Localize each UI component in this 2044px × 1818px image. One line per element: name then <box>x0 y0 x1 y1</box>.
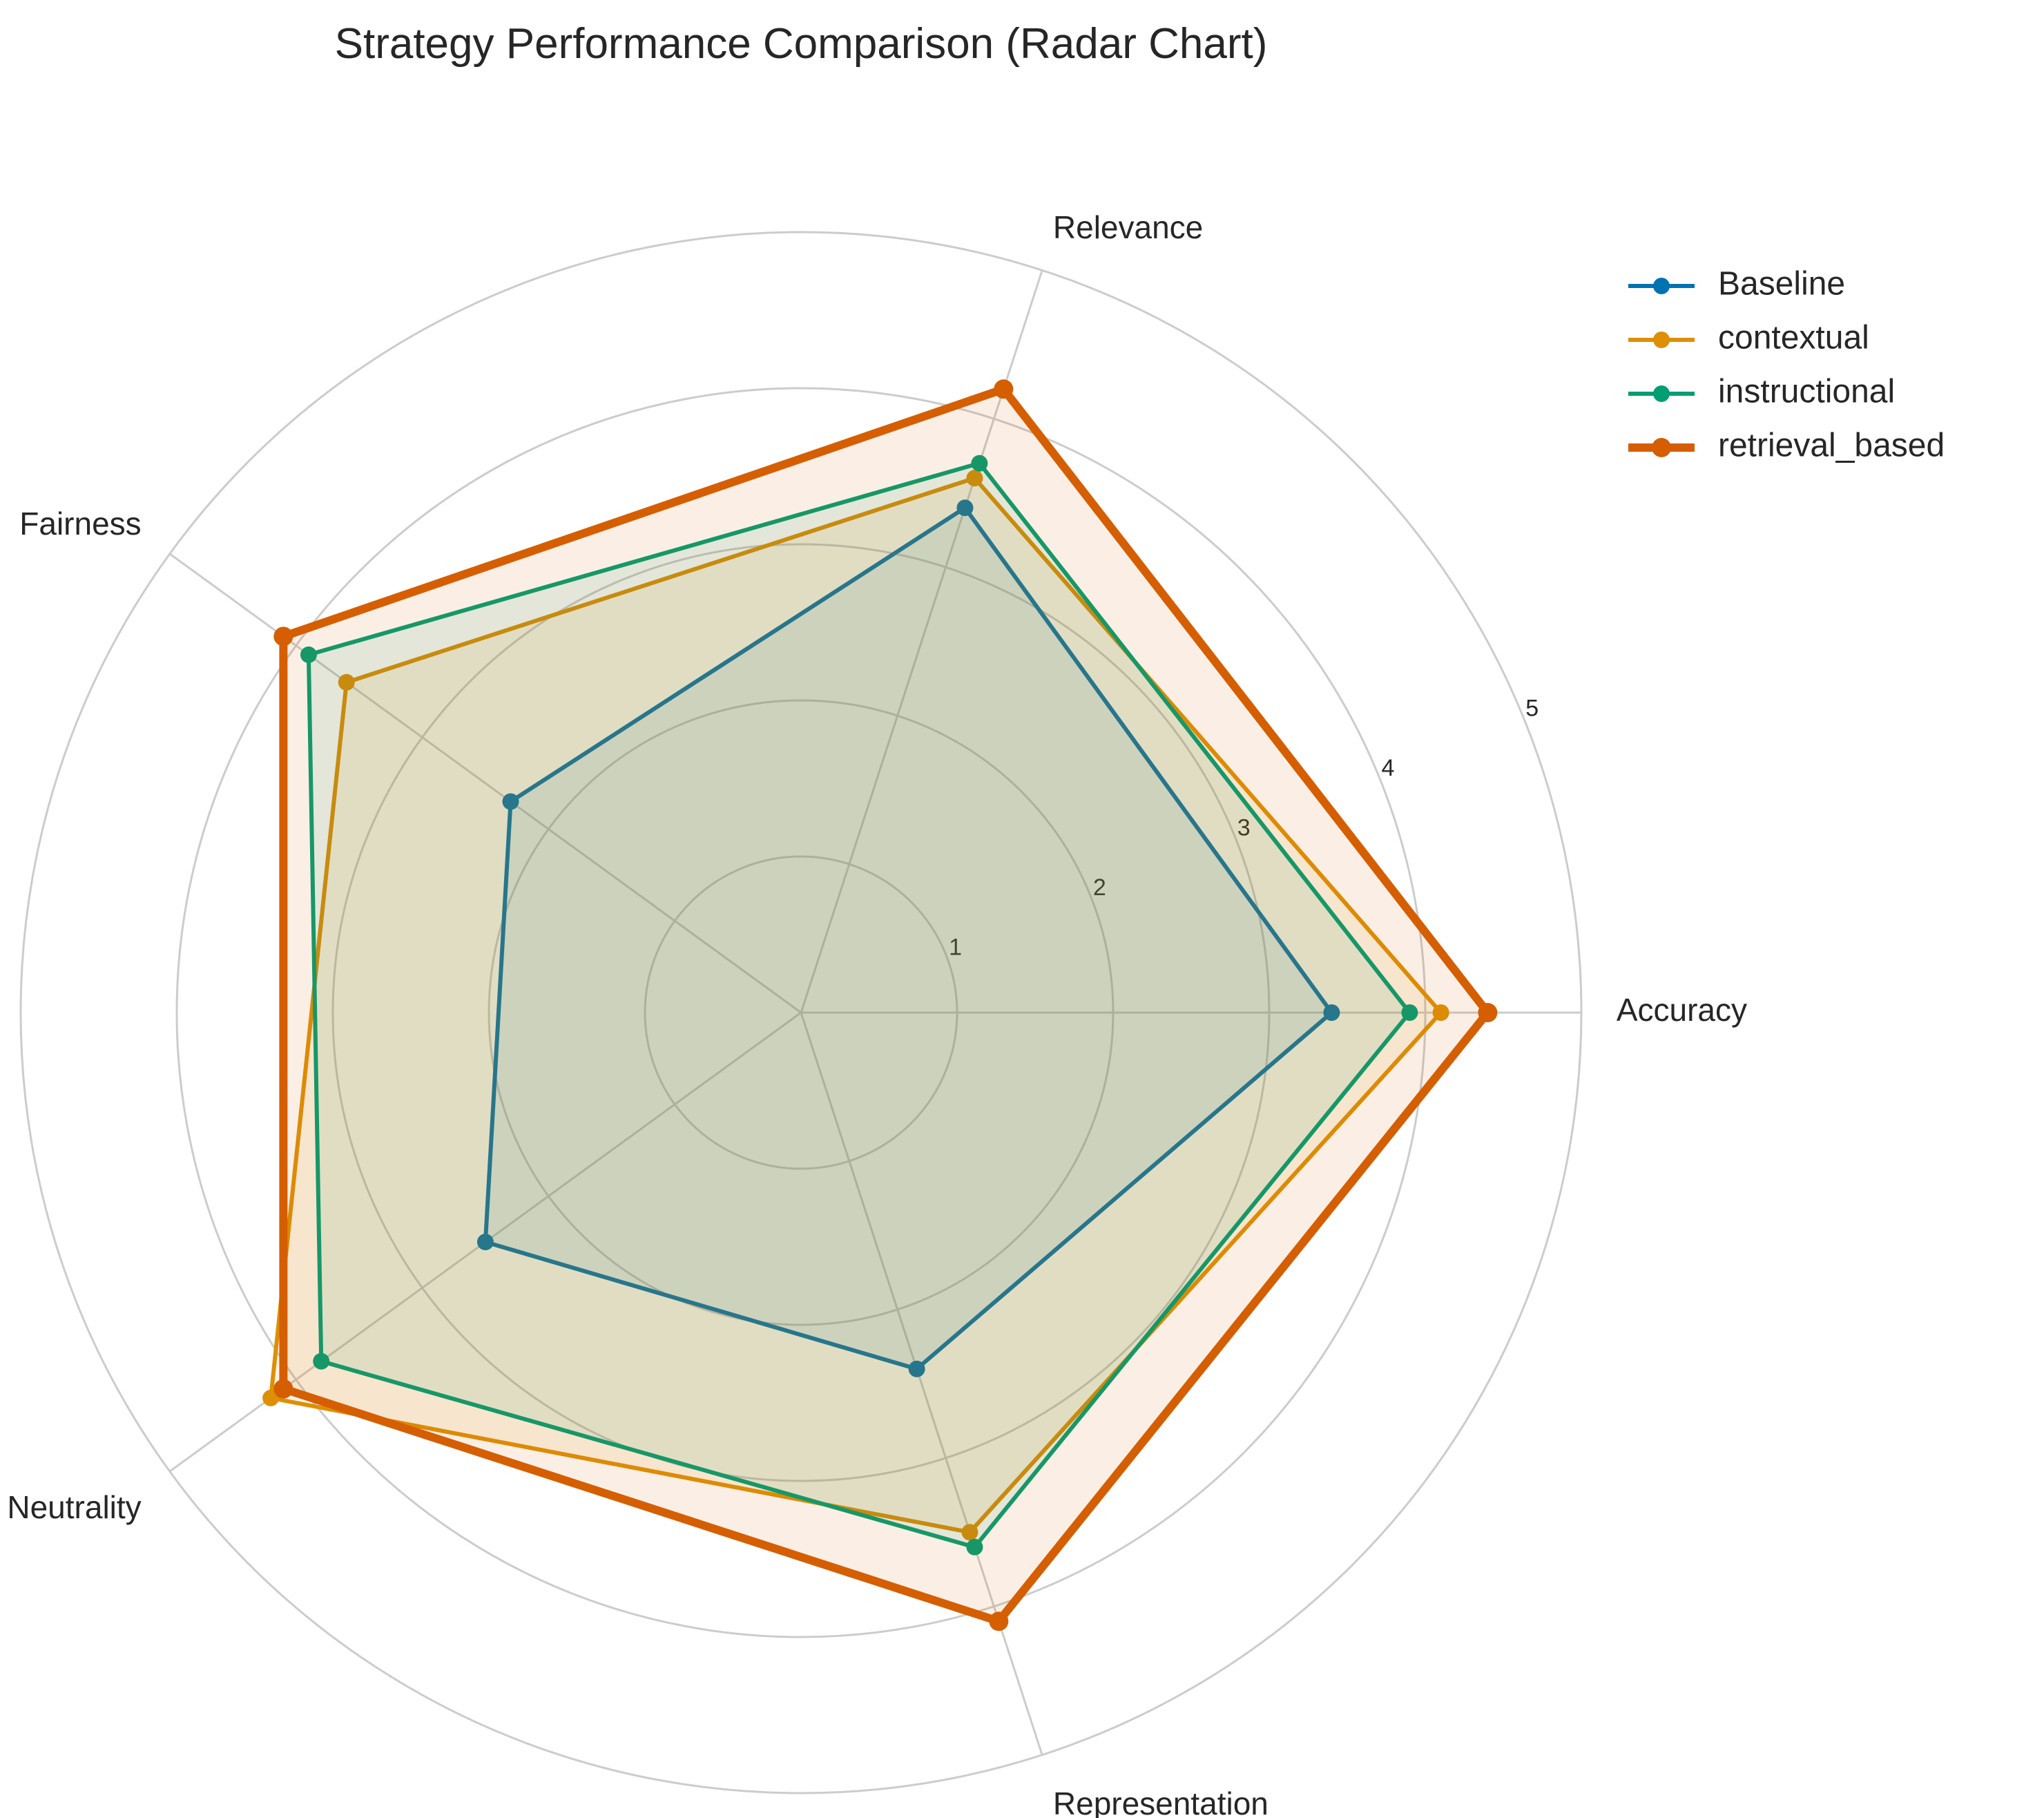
series-fill <box>271 478 1441 1533</box>
legend-item-retrieval-based: retrieval_based <box>1628 428 1945 464</box>
data-point-baseline-fairness <box>502 793 519 810</box>
series-baseline <box>476 499 1340 1377</box>
data-point-contextual-accuracy <box>1432 1004 1449 1021</box>
data-point-contextual-neutrality <box>262 1389 280 1406</box>
data-point-contextual-representation <box>961 1524 978 1541</box>
series-line <box>279 385 1492 1626</box>
legend-label: retrieval_based <box>1718 428 1945 464</box>
spoke-representation <box>800 1012 1043 1756</box>
series-layer <box>262 379 1498 1632</box>
r-tick-label: 4 <box>1382 755 1395 781</box>
data-point-instructional-representation <box>966 1538 983 1556</box>
axis-label-representation: Representation <box>1053 1786 1269 1818</box>
axis-label-relevance: Relevance <box>1053 209 1203 245</box>
data-point-instructional-relevance <box>971 454 988 472</box>
data-point-contextual-relevance <box>966 470 983 487</box>
legend-swatch-marker <box>1653 278 1670 294</box>
data-point-baseline-relevance <box>956 499 974 517</box>
data-point-baseline-neutrality <box>476 1234 494 1251</box>
data-point-instructional-accuracy <box>1401 1004 1418 1021</box>
axis-labels: Accuracy Relevance Fairness Neutrality Repre… <box>7 209 1747 1818</box>
data-point-retrieval-based-relevance <box>994 379 1014 399</box>
r-tick-label: 5 <box>1525 695 1539 721</box>
r-tick-label: 1 <box>949 934 962 960</box>
data-point-baseline-accuracy <box>1323 1004 1340 1021</box>
series-line <box>306 461 1412 1549</box>
series-line <box>269 476 1443 1535</box>
series-fill <box>308 463 1410 1547</box>
r-tick-label: 2 <box>1093 874 1106 901</box>
axis-label-accuracy: Accuracy <box>1617 992 1747 1028</box>
legend-label: instructional <box>1718 374 1895 410</box>
data-point-instructional-fairness <box>300 646 317 663</box>
data-point-contextual-fairness <box>338 673 355 691</box>
legend-swatch-marker <box>1653 385 1670 402</box>
legend-item-baseline: Baseline <box>1628 266 1845 303</box>
axis-label-fairness: Fairness <box>19 506 141 542</box>
radial-tick-labels: 1 2 3 4 5 <box>949 695 1539 960</box>
series-line <box>483 506 1334 1371</box>
data-point-instructional-neutrality <box>313 1352 330 1370</box>
legend-swatch-marker <box>1652 438 1671 457</box>
data-point-retrieval-based-fairness <box>273 626 293 647</box>
legend: Baseline contextual instructional retrieval… <box>1628 266 1945 464</box>
legend-item-instructional: instructional <box>1628 374 1895 410</box>
spoke-fairness <box>168 553 802 1014</box>
series-retrieval-based <box>273 379 1498 1632</box>
data-point-baseline-representation <box>908 1360 925 1377</box>
legend-swatch-marker <box>1653 332 1670 348</box>
legend-label: Baseline <box>1718 266 1845 303</box>
series-instructional <box>300 454 1418 1556</box>
legend-label: contextual <box>1718 320 1869 356</box>
legend-item-contextual: contextual <box>1628 320 1869 356</box>
data-point-retrieval-based-representation <box>989 1611 1009 1632</box>
r-tick-label: 3 <box>1237 814 1251 841</box>
series-fill <box>283 389 1488 1622</box>
axis-label-neutrality: Neutrality <box>7 1489 141 1525</box>
chart-title: Strategy Performance Comparison (Radar C… <box>335 20 1268 68</box>
data-point-retrieval-based-neutrality <box>273 1379 293 1399</box>
series-contextual <box>262 470 1449 1541</box>
data-point-retrieval-based-accuracy <box>1478 1003 1498 1022</box>
